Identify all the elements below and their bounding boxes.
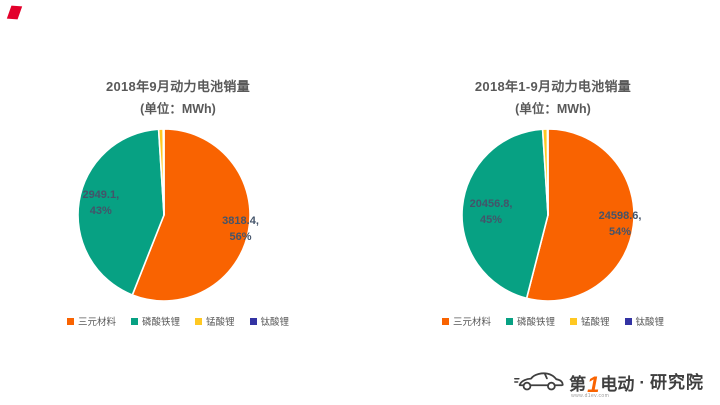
- legend-label: 钛酸锂: [260, 317, 290, 328]
- legend-label: 磷酸铁锂: [516, 317, 555, 328]
- pie-slice-钛酸锂: [546, 128, 549, 216]
- chart-legend-september: 三元材料 磷酸铁锂 锰酸锂 钛酸锂: [40, 314, 316, 328]
- car-icon: [514, 372, 564, 391]
- legend-item-三元材料: 三元材料: [441, 314, 491, 328]
- legend-label: 锰酸锂: [581, 317, 610, 328]
- legend-swatch-icon: [441, 317, 449, 325]
- pie-slice-磷酸铁锂: [461, 128, 549, 300]
- brand-wordmark: 第 1 电动 www.d1ev.com: [569, 372, 635, 398]
- chart-title-jan-sep: 2018年1-9月动力电池销量: [474, 79, 632, 94]
- pie-slice-三元材料: [525, 128, 635, 302]
- legend-swatch-icon: [195, 317, 202, 325]
- pie-slice-钛酸锂: [162, 128, 165, 216]
- legend-label: 磷酸铁锂: [141, 317, 180, 328]
- legend-swatch-icon: [624, 317, 632, 325]
- chart-subtitle-jan-sep: (单位：MWh): [515, 102, 591, 116]
- pie-slice-三元材料: [131, 128, 251, 302]
- legend-item-磷酸铁锂: 磷酸铁锂: [505, 314, 555, 328]
- legend-item-钛酸锂: 钛酸锂: [249, 314, 290, 328]
- brand-one-flag: 1: [587, 372, 600, 398]
- chart-legend-jan-sep: 三元材料 磷酸铁锂 锰酸锂 钛酸锂: [415, 314, 691, 328]
- brand-logo: 第 1 电动 www.d1ev.com · 研究院: [514, 367, 704, 399]
- legend-label: 三元材料: [77, 317, 116, 328]
- brand-org-name: 研究院: [650, 373, 704, 392]
- legend-swatch-icon: [249, 317, 257, 325]
- legend-swatch-icon: [130, 317, 138, 325]
- legend-item-磷酸铁锂: 磷酸铁锂: [130, 314, 180, 328]
- legend-swatch-icon: [570, 317, 577, 325]
- legend-item-钛酸锂: 钛酸锂: [624, 314, 665, 328]
- chart-subtitle-september: (单位：MWh): [140, 102, 216, 116]
- brand-text-di: 第: [569, 375, 587, 394]
- legend-item-锰酸锂: 锰酸锂: [570, 314, 610, 328]
- legend-label: 锰酸锂: [206, 317, 235, 328]
- pie-chart-jan-sep: [461, 128, 635, 302]
- pie-slice-磷酸铁锂: [77, 128, 165, 296]
- legend-swatch-icon: [66, 317, 74, 325]
- brand-url: www.d1ev.com: [571, 393, 610, 399]
- legend-item-锰酸锂: 锰酸锂: [195, 314, 235, 328]
- legend-label: 三元材料: [452, 317, 491, 328]
- pie-chart-september: [77, 128, 251, 302]
- chart-title-september: 2018年9月动力电池销量: [105, 79, 251, 94]
- legend-item-三元材料: 三元材料: [66, 314, 116, 328]
- legend-label: 钛酸锂: [635, 317, 665, 328]
- brand-separator-dot: ·: [639, 373, 645, 392]
- brand-corner-flag-icon: [6, 5, 23, 20]
- brand-text-diandong: 电动: [600, 375, 635, 394]
- legend-swatch-icon: [505, 317, 513, 325]
